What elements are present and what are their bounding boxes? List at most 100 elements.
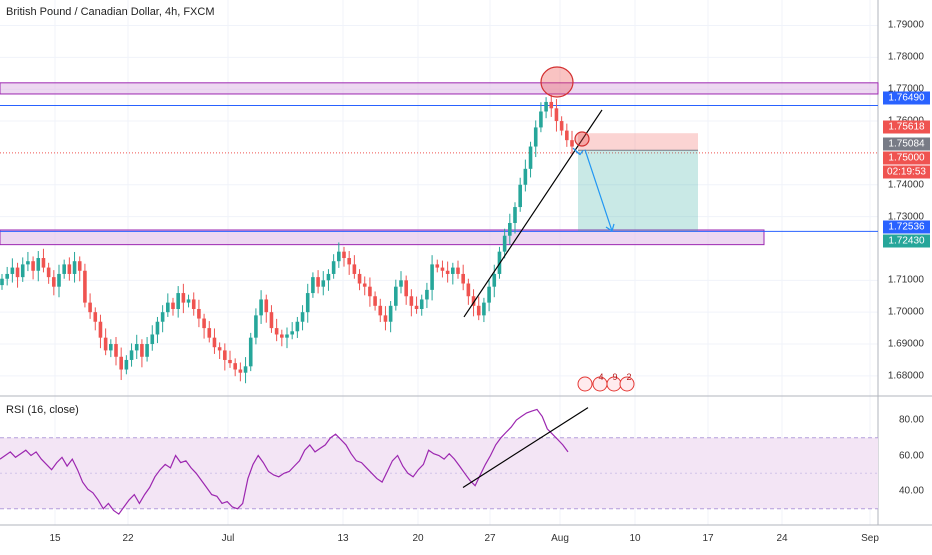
candle-body (243, 366, 248, 373)
candle-body (88, 302, 92, 313)
candle-body (62, 264, 66, 274)
candle-body (269, 312, 274, 329)
candle-body (482, 302, 486, 316)
price-trendline (463, 109, 603, 318)
candle-body (254, 315, 258, 338)
price-tag: 1.75618 (883, 120, 930, 134)
candle-body (331, 261, 336, 274)
candle-body (388, 305, 393, 322)
candle-body (67, 264, 72, 274)
rsi-axis-tick: 40.00 (898, 485, 924, 497)
candle-body (155, 321, 160, 335)
candle-body (166, 302, 170, 313)
candle-body (425, 289, 429, 300)
candle-body (373, 296, 377, 306)
candle-body (394, 286, 398, 306)
candle-body (414, 305, 419, 309)
candle-body (20, 264, 25, 278)
entry-highlight-ellipse (574, 131, 590, 147)
time-axis-tick: 13 (337, 533, 349, 544)
candle-body (186, 299, 191, 303)
stop-loss-zone (578, 133, 698, 151)
candle-body (409, 296, 414, 306)
candle-body (347, 258, 351, 265)
candle-body (523, 168, 528, 185)
candle-body (207, 328, 212, 338)
candle-body (326, 273, 331, 281)
rsi-line (0, 408, 569, 515)
price-axis-tick: 1.77000 (887, 83, 924, 95)
support-zone (0, 229, 765, 246)
candle-body (513, 207, 517, 223)
candle-body (124, 359, 129, 370)
candle-body (337, 251, 341, 262)
candle-body (57, 273, 61, 287)
rsi-axis-tick: 80.00 (898, 414, 924, 426)
candle-body (72, 261, 77, 274)
candle-body (430, 264, 434, 290)
event-count-label: 4 (598, 372, 603, 382)
price-axis-tick: 1.73000 (887, 211, 924, 223)
time-axis-tick: 20 (412, 533, 424, 544)
candle-body (5, 273, 9, 279)
candle-body (223, 350, 227, 360)
candle-body (264, 299, 269, 313)
candle-body (93, 312, 98, 322)
time-axis-tick: 17 (702, 533, 714, 544)
price-axis-tick: 1.70000 (887, 306, 924, 318)
time-axis-tick: 15 (49, 533, 61, 544)
candle-body (0, 278, 4, 286)
candle-body (456, 267, 460, 274)
candle-body (46, 267, 51, 278)
candle-body (565, 130, 569, 141)
candle-body (10, 267, 15, 274)
rsi-trendline (462, 407, 589, 488)
candle-body (404, 280, 408, 297)
candle-body (378, 305, 383, 316)
candle-body (342, 251, 346, 259)
time-axis-tick: Sep (861, 533, 879, 544)
candle-body (295, 321, 300, 332)
candle-body (150, 334, 155, 345)
candle-body (321, 280, 326, 287)
time-axis-tick: 24 (776, 533, 788, 544)
candle-body (77, 261, 82, 271)
candle-body (305, 293, 310, 313)
candle-body (197, 308, 201, 319)
time-axis-tick: Jul (221, 533, 235, 544)
price-axis-tick: 1.74000 (887, 179, 924, 191)
price-tag: 1.72536 (883, 220, 930, 234)
candle-body (233, 363, 237, 370)
resistance-zone (0, 82, 879, 95)
candle-body (528, 146, 533, 169)
candle-body (145, 344, 149, 357)
event-count-label: 2 (626, 372, 631, 382)
price-axis-tick: 1.69000 (887, 338, 924, 350)
price-tag: 1.72430 (883, 234, 930, 248)
price-tag: 1.76490 (883, 91, 930, 105)
candle-body (539, 111, 543, 128)
candle-body (316, 277, 320, 287)
time-axis-tick: 27 (484, 533, 496, 544)
candle-body (109, 344, 113, 351)
projection-arrowhead (605, 223, 615, 232)
candle-body (202, 318, 206, 329)
candle-body (362, 283, 367, 287)
candle-body (508, 222, 512, 236)
event-flag-icon (619, 376, 635, 392)
candle-body (549, 101, 554, 109)
price-axis-tick: 1.79000 (887, 19, 924, 31)
candle-body (129, 350, 134, 360)
candle-body (36, 258, 41, 271)
candle-body (119, 356, 123, 370)
time-axis-tick: 22 (122, 533, 134, 544)
price-tag: 1.75000 (883, 151, 930, 165)
candle-body (52, 277, 56, 287)
time-axis-tick: Aug (551, 533, 569, 544)
candle-body (259, 299, 263, 316)
candle-body (435, 264, 440, 268)
candle-body (300, 312, 305, 322)
candle-body (248, 337, 253, 367)
